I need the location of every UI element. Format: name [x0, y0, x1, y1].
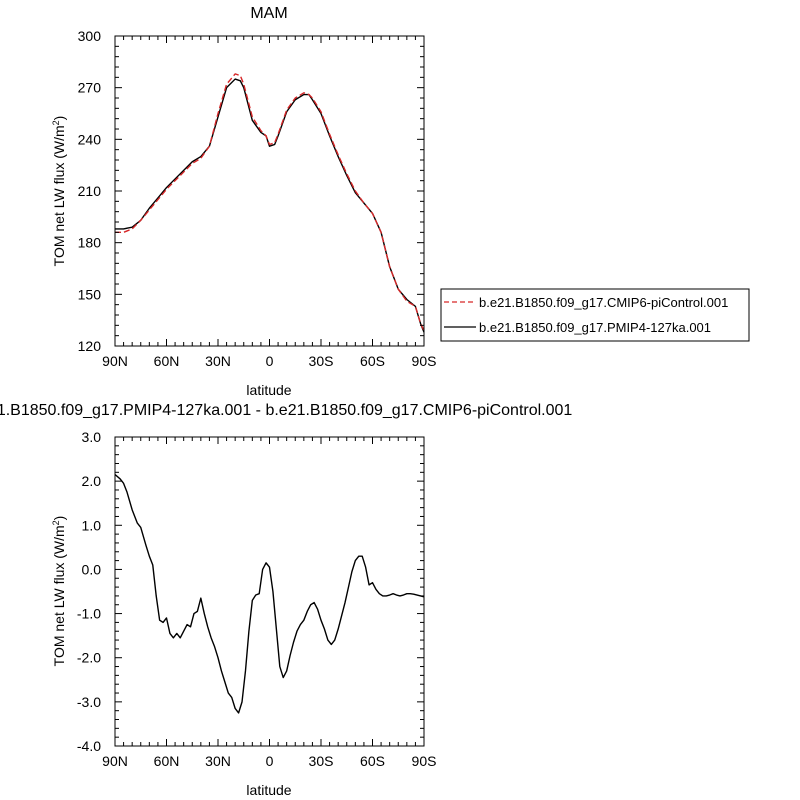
bottom-panel: b.e21.B1850.f09_g17.PMIP4-127ka.001 - b.… [0, 402, 572, 798]
top-plot-lines [115, 73, 425, 333]
legend-box [440, 288, 750, 342]
top-x-tick-label: 30N [205, 353, 231, 369]
bottom-y-tick-label: -2.0 [77, 650, 101, 666]
bottom-x-axis-label: latitude [246, 782, 291, 798]
bottom-y-tick-label: -3.0 [77, 694, 101, 710]
top-chart-title: MAM [250, 5, 287, 22]
top-x-tick-label: 90N [102, 353, 128, 369]
top-y-tick-label: 150 [78, 286, 102, 302]
top-series-line-0 [115, 73, 425, 331]
bottom-plot-frame [114, 436, 425, 747]
bottom-x-tick-label: 90N [102, 753, 128, 769]
bottom-y-tick-label: 3.0 [82, 429, 102, 445]
bottom-x-tick-label: 60S [360, 753, 385, 769]
bottom-y-axis-label: TOM net LW flux (W/m2) [51, 516, 67, 667]
bottom-y-tick-label: 0.0 [82, 561, 102, 577]
bottom-y-tick-label: -4.0 [77, 738, 101, 754]
bottom-series-line-0 [114, 473, 425, 714]
legend: b.e21.B1850.f09_g17.CMIP6-piControl.001 … [440, 288, 750, 342]
top-x-tick-label: 90S [412, 353, 437, 369]
top-plot-axes: 90N 60N 30N 0 30S 60S 90S 120 150 180 210 240 270 300 [78, 28, 437, 369]
top-y-tick-label: 210 [78, 183, 102, 199]
bottom-x-tick-label: 30N [205, 753, 231, 769]
bottom-y-axis-label-sup: 2 [51, 520, 61, 525]
bottom-y-tick-label: 1.0 [82, 517, 102, 533]
top-y-tick-label: 270 [78, 80, 102, 96]
bottom-plot-axes: 90N 60N 30N 0 30S 60S 90S -4.0 -3.0 -2.0 -1.0 0.0 1.… [77, 429, 437, 769]
top-x-tick-label: 60N [154, 353, 180, 369]
bottom-x-tick-label: 30S [309, 753, 334, 769]
top-y-axis-label: TOM net LW flux (W/m2) [51, 116, 67, 267]
bottom-x-tick-label: 90S [412, 753, 437, 769]
top-panel: MAM 90N 60N 30N 0 30S 60S 90S 120 150 180 210 240 27… [51, 5, 750, 398]
top-y-tick-label: 120 [78, 338, 102, 354]
top-x-axis-label: latitude [246, 382, 291, 398]
top-y-tick-label: 240 [78, 131, 102, 147]
legend-label-piControl: b.e21.B1850.f09_g17.CMIP6-piControl.001 [479, 295, 728, 310]
top-y-axis-label-sup: 2 [51, 120, 61, 125]
bottom-y-tick-label: 2.0 [82, 473, 102, 489]
top-y-tick-label: 300 [78, 28, 102, 44]
bottom-chart-title: b.e21.B1850.f09_g17.PMIP4-127ka.001 - b.… [0, 402, 572, 419]
top-y-axis-label-base: TOM net LW flux (W/m [51, 125, 67, 266]
top-series-line-1 [115, 78, 425, 333]
bottom-x-tick-label: 0 [266, 753, 274, 769]
bottom-y-axis-label-close: ) [51, 516, 67, 521]
legend-label-127ka: b.e21.B1850.f09_g17.PMIP4-127ka.001 [479, 320, 711, 335]
top-y-tick-label: 180 [78, 235, 102, 251]
top-x-tick-label: 30S [309, 353, 334, 369]
bottom-y-axis-label-base: TOM net LW flux (W/m [51, 525, 67, 666]
top-x-tick-label: 60S [360, 353, 385, 369]
top-plot-frame [114, 35, 425, 347]
top-x-tick-label: 0 [266, 353, 274, 369]
top-y-axis-label-close: ) [51, 116, 67, 121]
bottom-plot-lines [114, 473, 425, 714]
bottom-y-tick-label: -1.0 [77, 606, 101, 622]
bottom-x-tick-label: 60N [154, 753, 180, 769]
